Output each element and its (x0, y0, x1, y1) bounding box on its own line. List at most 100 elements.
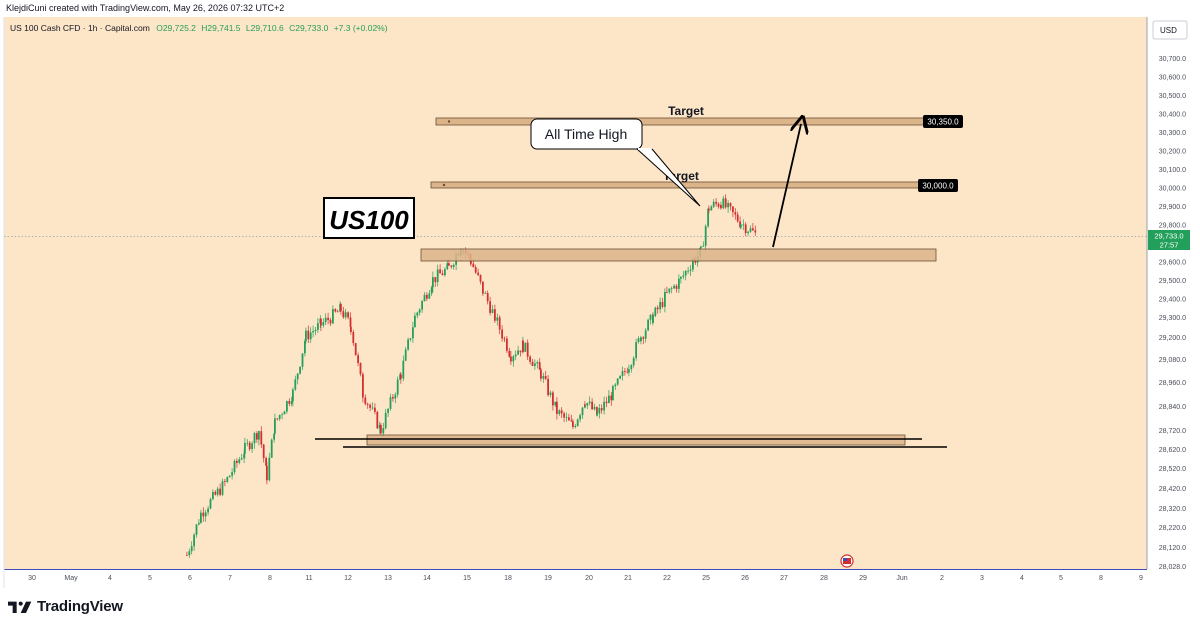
time-tick-label: 13 (384, 575, 392, 582)
candle-body (344, 312, 347, 318)
flag-canton (843, 558, 847, 561)
zone-anchor[interactable] (447, 120, 451, 123)
candle-body (430, 287, 433, 294)
candle-body (188, 551, 191, 556)
candle-body (416, 312, 419, 316)
candle-body (233, 460, 236, 473)
price-tick-label: 29,200.0 (1159, 335, 1186, 342)
candle-body (659, 301, 661, 310)
candle-body (542, 375, 545, 379)
candle-body (209, 499, 212, 509)
candle-body (212, 491, 214, 500)
candle-body (749, 228, 752, 232)
candle-body (226, 477, 229, 482)
target-price-upper: 30,350.0 (927, 118, 959, 127)
target-price-lower: 30,000.0 (922, 182, 954, 191)
candle-body (224, 481, 226, 482)
time-tick-label: 19 (544, 575, 552, 582)
time-tick-label: 15 (463, 575, 471, 582)
candle-body (531, 361, 534, 366)
candle-body (552, 392, 554, 406)
candle-body (362, 374, 364, 397)
ohlc-close: C29,733.0 (289, 23, 328, 33)
candle-body (243, 453, 245, 459)
tradingview-logo[interactable]: TradingView (8, 598, 123, 615)
candle-body (228, 475, 231, 478)
candle-body (588, 401, 591, 404)
candle-body (387, 408, 389, 413)
target-zone-upper[interactable] (435, 117, 959, 126)
candle-body (244, 443, 246, 454)
time-axis-panel[interactable] (4, 569, 1200, 588)
candle-body (598, 408, 601, 414)
candle-body (498, 317, 501, 330)
candle-body (376, 411, 379, 429)
candle-body (421, 301, 423, 310)
candle-body (352, 332, 355, 344)
candle-body (400, 374, 402, 379)
candle-body (198, 522, 200, 525)
plot-area[interactable] (4, 17, 1147, 569)
candle-body (207, 508, 209, 513)
candle-body (600, 408, 603, 411)
time-tick-label: 22 (663, 575, 671, 582)
currency-button[interactable] (1152, 20, 1188, 40)
candle-body (491, 309, 494, 313)
candle-body (558, 410, 561, 414)
candle-body (652, 316, 654, 323)
candle-body (637, 338, 640, 343)
candle-body (644, 330, 647, 339)
candlestick-series[interactable] (186, 194, 757, 558)
chart-header: KlejdiCuni created with TradingView.com,… (0, 0, 1200, 17)
candle-body (710, 206, 713, 211)
candle-body (221, 481, 224, 495)
candle-body (283, 411, 286, 415)
candle-body (409, 338, 412, 340)
candle-body (236, 460, 238, 463)
price-axis-panel[interactable] (1147, 17, 1200, 569)
candle-body (522, 340, 524, 352)
candle-body (382, 428, 385, 434)
candle-body (547, 378, 549, 396)
candle-body (503, 338, 506, 340)
candle-body (482, 287, 484, 294)
candle-body (496, 317, 499, 321)
candle-body (704, 226, 707, 246)
candle-body (317, 323, 319, 330)
candle-body (524, 342, 527, 352)
candle-body (347, 312, 349, 318)
candle-body (720, 205, 722, 209)
candle-body (446, 263, 449, 270)
candle-body (736, 214, 739, 222)
time-tick-label: 4 (108, 575, 112, 582)
target-price-badge-upper (923, 115, 963, 128)
time-tick-label: 4 (1020, 575, 1024, 582)
candle-body (707, 208, 709, 227)
resistance-support-zone[interactable] (420, 248, 937, 262)
price-chart[interactable]: US 100 Cash CFD · 1h · Capital.com O29,7… (0, 0, 1200, 588)
candle-body (240, 458, 243, 460)
candle-body (265, 457, 267, 466)
demand-zone[interactable] (366, 434, 906, 446)
time-tick-label: 26 (741, 575, 749, 582)
candle-body (540, 369, 542, 379)
target-label-upper: Target (668, 104, 704, 118)
last-price-badge (1148, 230, 1190, 250)
ath-callout-box[interactable] (530, 118, 643, 150)
time-tick-label: 20 (585, 575, 593, 582)
candle-body (444, 269, 446, 276)
price-tick-label: 28,220.0 (1159, 525, 1186, 532)
candle-body (544, 375, 547, 379)
zone-anchor[interactable] (442, 183, 446, 187)
candle-body (519, 350, 522, 353)
projection-arrow[interactable] (772, 124, 801, 248)
time-tick-label: 18 (504, 575, 512, 582)
candle-body (350, 326, 352, 333)
candle-body (418, 309, 421, 313)
ohlc-change: +7.3 (+0.02%) (334, 23, 388, 33)
time-tick-label: 9 (1139, 575, 1143, 582)
candle-body (202, 512, 205, 517)
candle-body (307, 330, 310, 340)
candle-body (729, 203, 732, 207)
candle-body (754, 230, 757, 233)
